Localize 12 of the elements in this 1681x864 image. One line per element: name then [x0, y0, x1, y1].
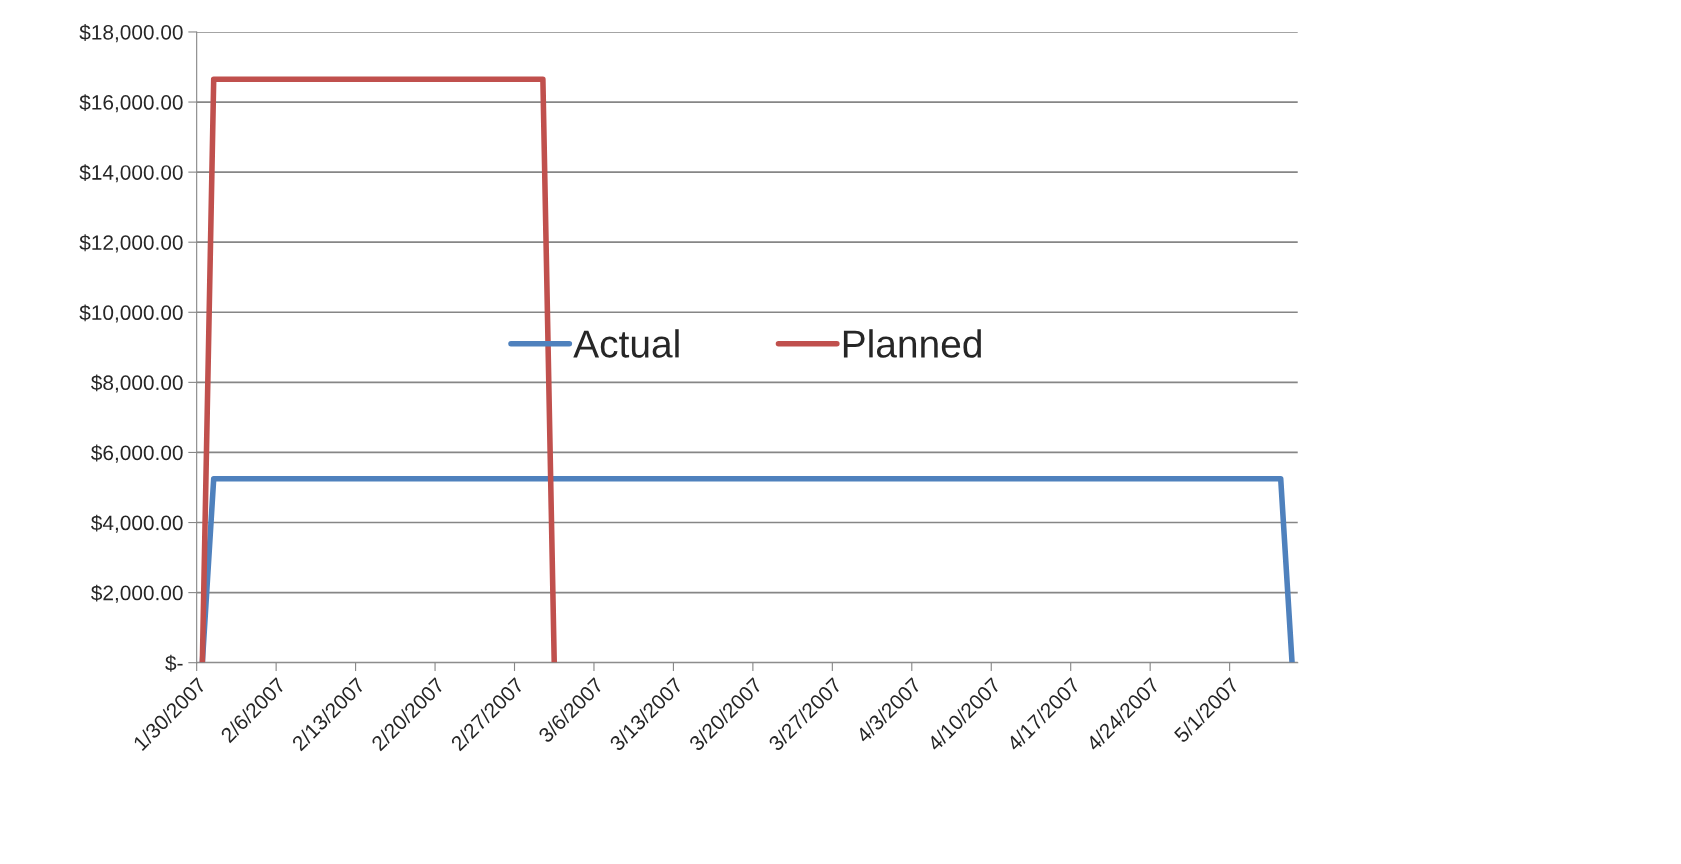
y-tick-label: $16,000.00 [79, 94, 183, 113]
y-tick-label: $4,000.00 [91, 514, 183, 533]
y-tick-label: $18,000.00 [79, 24, 183, 43]
y-tick-label: $- [165, 654, 183, 672]
y-tick-label: $10,000.00 [79, 304, 183, 323]
y-tick-label: $2,000.00 [91, 584, 183, 603]
legend-label: Actual [573, 329, 679, 358]
y-tick-label: $12,000.00 [79, 234, 183, 253]
y-tick-label: $6,000.00 [91, 444, 183, 463]
y-tick-label: $14,000.00 [79, 164, 183, 183]
legend-label: Planned [843, 329, 981, 358]
y-tick-label: $8,000.00 [91, 374, 183, 393]
